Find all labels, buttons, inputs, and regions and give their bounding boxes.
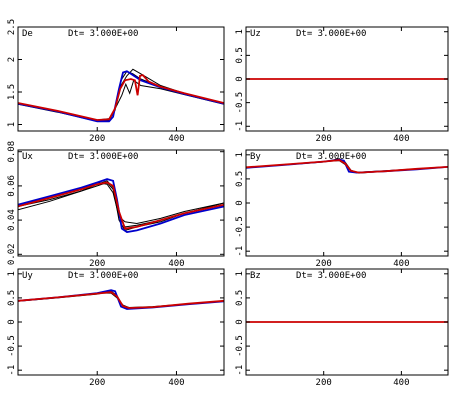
panel-uz: 200 400 1 0.5 0 -0.5 -1 Uz Dt= 3.000E+00 (235, 26, 449, 144)
x-tick-label: 200 (89, 259, 105, 269)
y-tick-label: 1 (235, 29, 245, 34)
y-tick-label: 0.5 (235, 290, 245, 306)
y-tick-label: 0.04 (7, 209, 17, 231)
x-tick-label: 200 (89, 134, 105, 144)
y-tick-label: 0.5 (7, 290, 17, 306)
x-tick-label: 400 (168, 378, 184, 388)
series-line-5 (18, 74, 224, 121)
dt-annotation: Dt= 3.000E+00 (296, 152, 366, 162)
panel-label: Uz (250, 29, 261, 39)
dt-annotation: Dt= 3.000E+00 (296, 29, 366, 39)
y-tick-label: 0 (235, 200, 245, 205)
y-tick-label: -0.5 (235, 216, 245, 238)
dt-annotation: Dt= 3.000E+00 (68, 152, 138, 162)
x-tick-label: 400 (393, 378, 409, 388)
y-tick-label: -1 (235, 121, 245, 132)
panel-label: De (22, 29, 33, 39)
y-tick-label: -1 (235, 246, 245, 257)
y-tick-label: -0.5 (235, 92, 245, 114)
y-tick-label: 2.5 (7, 19, 17, 35)
y-tick-label: 0 (235, 76, 245, 81)
y-tick-label: 1 (7, 271, 17, 276)
series-line-4 (18, 291, 224, 309)
series-line-4 (246, 159, 448, 174)
y-tick-label: -1 (235, 365, 245, 376)
y-tick-label: 2 (7, 57, 17, 62)
series-line-5 (18, 181, 224, 230)
series-line-3 (18, 180, 224, 231)
x-tick-label: 400 (168, 259, 184, 269)
y-tick-label: 0.06 (7, 175, 17, 197)
panel-label: By (250, 152, 261, 162)
panel-ux: 200 400 0.08 0.06 0.04 0.02 Ux Dt= 3.000E+00 (7, 141, 225, 269)
panel-uy: 200 400 1 0.5 0 -0.5 -1 Uy Dt= 3.000E+00 (7, 268, 225, 388)
panel-bz: 200 400 1 0.5 0 -0.5 -1 Bz Dt= 3.000E+00 (235, 268, 449, 388)
panel-by: 200 400 1 0.5 0 -0.5 -1 By Dt= 3.000E+00 (235, 149, 449, 269)
plot-frame (17, 268, 225, 376)
y-tick-label: 0.02 (7, 243, 17, 265)
dt-annotation: Dt= 3.000E+00 (68, 29, 138, 39)
y-tick-label: 1 (7, 122, 17, 127)
series-line-3 (18, 289, 224, 310)
x-tick-label: 200 (89, 378, 105, 388)
y-tick-label: 0.08 (7, 141, 17, 163)
x-tick-label: 200 (316, 134, 332, 144)
y-tick-label: -0.5 (235, 335, 245, 357)
x-tick-label: 400 (393, 134, 409, 144)
x-tick-label: 200 (316, 259, 332, 269)
dt-annotation: Dt= 3.000E+00 (296, 271, 366, 281)
x-tick-label: 400 (168, 134, 184, 144)
x-tick-label: 200 (316, 378, 332, 388)
panel-de: 200 400 2.5 2 1.5 1 De Dt= 3.000E+00 (7, 19, 225, 144)
panel-label: Bz (250, 271, 261, 281)
series-line-4 (18, 178, 224, 234)
y-tick-label: 0 (235, 319, 245, 324)
plot-frame (17, 149, 225, 257)
y-tick-label: 0.5 (235, 47, 245, 63)
x-tick-label: 400 (393, 259, 409, 269)
y-tick-label: 0 (7, 319, 17, 324)
dt-annotation: Dt= 3.000E+00 (68, 271, 138, 281)
y-tick-label: 1 (235, 271, 245, 276)
panel-label: Uy (22, 271, 33, 281)
panel-label: Ux (22, 152, 33, 162)
y-tick-label: 1.5 (7, 84, 17, 100)
y-tick-label: 1 (235, 152, 245, 157)
plot-frame (17, 26, 225, 132)
y-tick-label: -1 (7, 365, 17, 376)
y-tick-label: 0.5 (235, 171, 245, 187)
y-tick-label: -0.5 (7, 335, 17, 357)
